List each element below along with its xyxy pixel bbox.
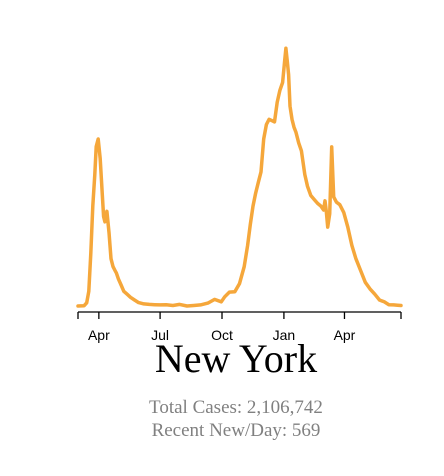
cases-line-chart: Apr Jul Oct Jan Apr: [76, 46, 403, 343]
chart-title: New York: [154, 336, 318, 381]
x-tick-label-3: Jan: [273, 327, 296, 343]
plot-area: [76, 46, 403, 308]
x-tick-label-0: Apr: [88, 327, 110, 343]
x-axis: Apr Jul Oct Jan Apr: [77, 311, 402, 343]
total-cases-text: Total Cases: 2,106,742: [149, 397, 323, 418]
cases-series-line-0: [76, 46, 403, 308]
x-tick-label-1: Jul: [151, 327, 169, 343]
x-tick-label-4: Apr: [334, 327, 356, 343]
x-tick-label-2: Oct: [211, 327, 233, 343]
recent-new-per-day-text: Recent New/Day: 569: [151, 420, 321, 441]
